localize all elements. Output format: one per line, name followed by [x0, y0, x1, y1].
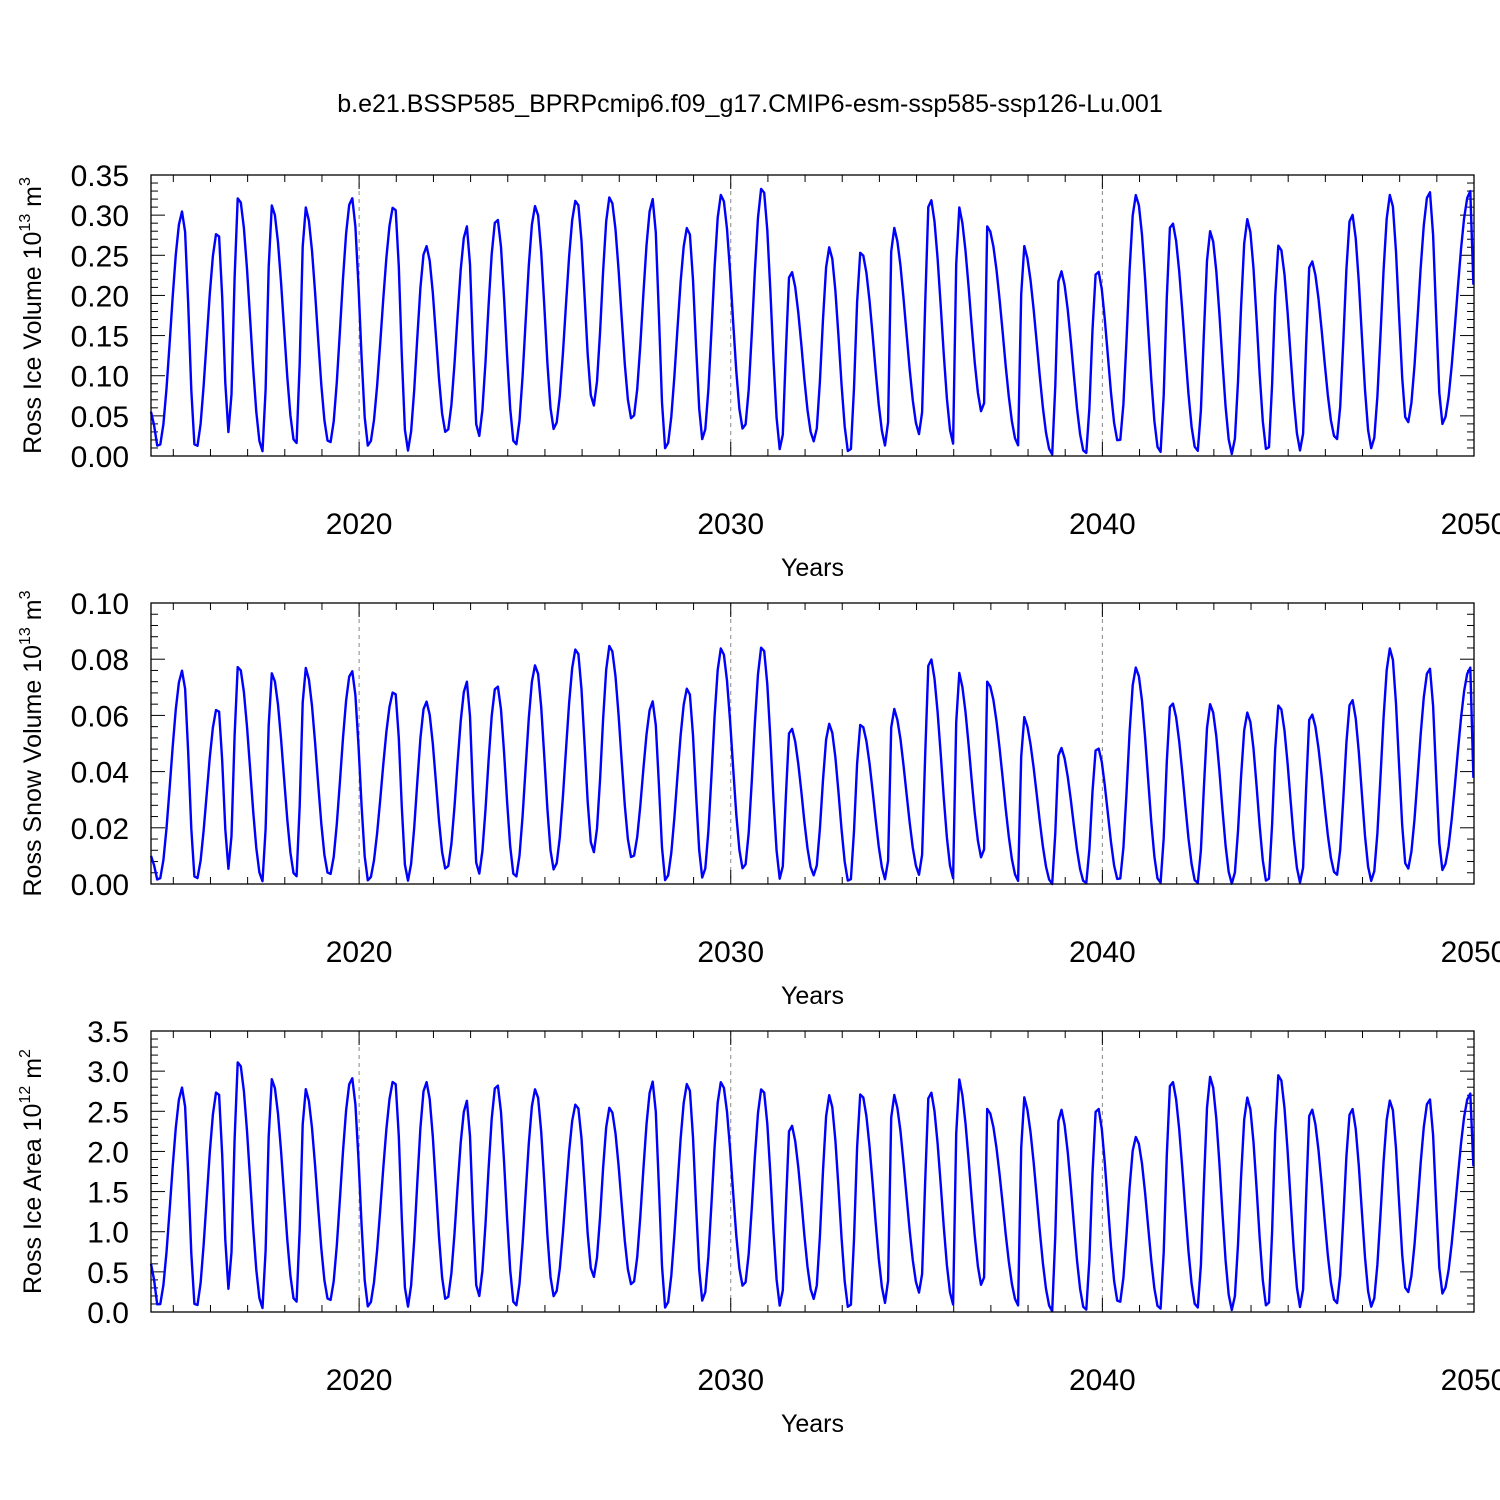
- y-tick-label: 0.00: [71, 869, 129, 902]
- panels: 0.00 0.05 0.10 0.15 0.20 0.25 0.30 0.35 2020 2030…: [17, 160, 1500, 1438]
- y-tick-label: 2.0: [87, 1136, 129, 1169]
- chart-panel-3: 0.0 0.5 1.0 1.5 2.0 2.5 3.0 3.5 2020 2030 2040 2050…: [17, 1016, 1500, 1438]
- y-tick-label: 0.04: [71, 757, 129, 790]
- chart-panel-2: 0.00 0.02 0.04 0.06 0.08 0.10 2020 2030 2040 2050…: [17, 588, 1500, 1010]
- y-tick-label: 0.10: [71, 588, 129, 621]
- x-axis-label: Years: [781, 982, 844, 1010]
- plot-frame: [150, 174, 1475, 457]
- y-tick-label: 0.30: [71, 200, 129, 233]
- x-tick-label: 2050: [1441, 1364, 1500, 1397]
- figure-title: b.e21.BSSP585_BPRPcmip6.f09_g17.CMIP6-es…: [337, 90, 1162, 118]
- y-tick-label: 0.35: [71, 160, 129, 193]
- y-axis-label-unit: m: [19, 1058, 47, 1086]
- y-tick-label: 0.5: [87, 1257, 129, 1290]
- x-tick-label: 2030: [697, 936, 764, 969]
- plot-frame: [150, 1030, 1475, 1313]
- x-tick-label: 2040: [1069, 508, 1136, 541]
- y-tick-label: 0.20: [71, 280, 129, 313]
- y-axis-label-main: Ross Ice Volume 10: [19, 232, 47, 454]
- y-tick-label: 0.10: [71, 361, 129, 394]
- x-tick-label: 2020: [326, 936, 393, 969]
- y-axis-label-main: Ross Snow Volume 10: [19, 645, 47, 897]
- y-axis-label-sup2: 3: [17, 590, 34, 599]
- x-tick-label: 2050: [1441, 936, 1500, 969]
- y-tick-label: 0.15: [71, 321, 129, 354]
- y-axis-label-main: Ross Ice Area 10: [19, 1104, 47, 1294]
- y-axis-label-unit: m: [19, 186, 47, 214]
- y-tick-label: 0.25: [71, 240, 129, 273]
- y-axis-label: Ross Ice Area 1012 m2: [17, 1049, 47, 1294]
- y-tick-label: 1.0: [87, 1217, 129, 1250]
- y-tick-label: 0.0: [87, 1297, 129, 1330]
- x-axis-label: Years: [781, 554, 844, 582]
- x-tick-label: 2030: [697, 1364, 764, 1397]
- y-tick-label: 3.0: [87, 1056, 129, 1089]
- y-tick-label: 0.08: [71, 644, 129, 677]
- y-tick-label: 2.5: [87, 1096, 129, 1129]
- y-tick-label: 0.02: [71, 813, 129, 846]
- x-tick-label: 2020: [326, 508, 393, 541]
- series-line: [149, 187, 1475, 456]
- x-tick-label: 2020: [326, 1364, 393, 1397]
- y-axis-label-sup1: 12: [17, 1086, 34, 1104]
- x-axis-label: Years: [781, 1410, 844, 1438]
- y-axis-label-unit: m: [19, 599, 47, 627]
- y-tick-label: 0.00: [71, 441, 129, 474]
- series-line: [149, 644, 1475, 886]
- x-tick-label: 2030: [697, 508, 764, 541]
- y-axis-label-sup2: 2: [17, 1049, 34, 1058]
- plot-frame: [150, 602, 1475, 885]
- y-axis-label: Ross Ice Volume 1013 m3: [17, 177, 47, 454]
- series-line: [149, 1061, 1475, 1313]
- chart-panel-1: 0.00 0.05 0.10 0.15 0.20 0.25 0.30 0.35 2020 2030…: [17, 160, 1500, 582]
- x-tick-label: 2050: [1441, 508, 1500, 541]
- y-axis-label-sup1: 13: [17, 627, 34, 645]
- y-tick-label: 0.05: [71, 401, 129, 434]
- y-tick-label: 0.06: [71, 700, 129, 733]
- y-tick-label: 3.5: [87, 1016, 129, 1049]
- y-tick-label: 1.5: [87, 1177, 129, 1210]
- y-axis-label-sup2: 3: [17, 177, 34, 186]
- y-axis-label: Ross Snow Volume 1013 m3: [17, 590, 47, 896]
- y-axis-label-sup1: 13: [17, 214, 34, 232]
- x-tick-label: 2040: [1069, 1364, 1136, 1397]
- x-tick-label: 2040: [1069, 936, 1136, 969]
